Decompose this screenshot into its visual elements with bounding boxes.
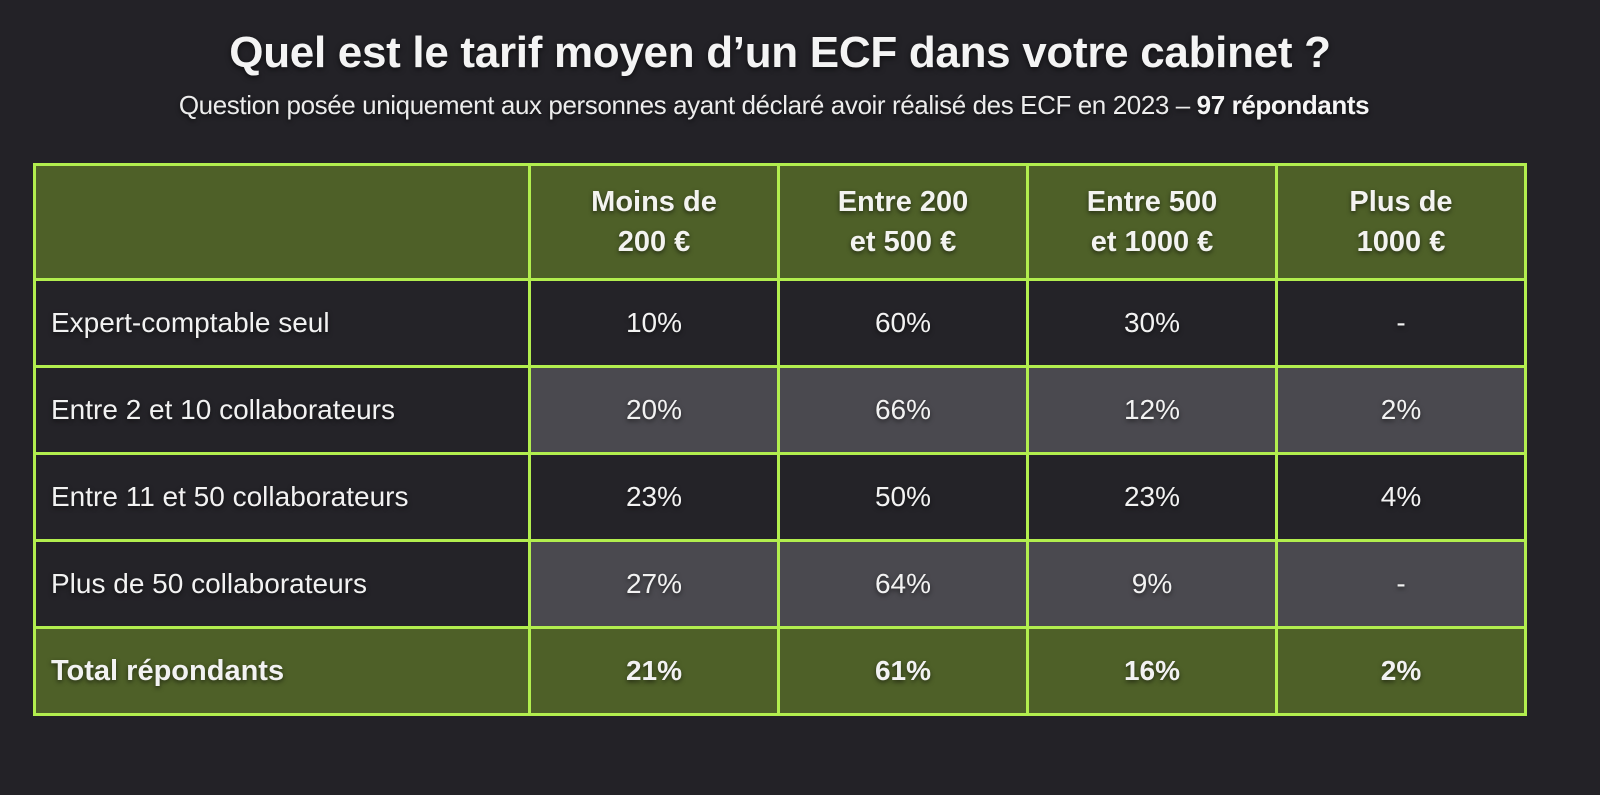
- header-line: Entre 500: [1086, 186, 1218, 218]
- table-cell: 9%: [1026, 539, 1278, 629]
- table-cell: 50%: [777, 452, 1029, 542]
- table-cell: 4%: [1275, 452, 1527, 542]
- table-cell: -: [1275, 278, 1527, 368]
- header-line: 1000 €: [1356, 226, 1446, 258]
- page-subtitle: Question posée uniquement aux personnes …: [0, 90, 1548, 121]
- pricing-table: Moins de 200 € Entre 200 et 500 € Entre 50…: [33, 163, 1527, 716]
- header-line: 200 €: [617, 226, 691, 258]
- table-cell: 23%: [1026, 452, 1278, 542]
- total-row: Total répondants 21% 61% 16% 2%: [33, 626, 1527, 716]
- table-cell: 20%: [528, 365, 780, 455]
- total-cell: 21%: [528, 626, 780, 716]
- page-title: Quel est le tarif moyen d’un ECF dans vo…: [229, 28, 1331, 77]
- row-label: Expert-comptable seul: [33, 278, 531, 368]
- respondent-count: 97 répondants: [1196, 90, 1370, 120]
- header-cell-over-1000: Plus de 1000 €: [1275, 163, 1527, 281]
- table-cell: 10%: [528, 278, 780, 368]
- table-cell: 23%: [528, 452, 780, 542]
- total-cell: 2%: [1275, 626, 1527, 716]
- table-cell: 27%: [528, 539, 780, 629]
- table-row: Plus de 50 collaborateurs 27% 64% 9% -: [33, 539, 1527, 629]
- table-cell: 66%: [777, 365, 1029, 455]
- total-label: Total répondants: [33, 626, 531, 716]
- header-cell-empty: [33, 163, 531, 281]
- header-cell-under-200: Moins de 200 €: [528, 163, 780, 281]
- table-header-row: Moins de 200 € Entre 200 et 500 € Entre 50…: [33, 163, 1527, 281]
- table-cell: -: [1275, 539, 1527, 629]
- subtitle-text: Question posée uniquement aux personnes …: [178, 90, 1197, 120]
- header-line: et 1000 €: [1090, 226, 1214, 258]
- header-line: Plus de: [1349, 186, 1453, 218]
- header-cell-500-1000: Entre 500 et 1000 €: [1026, 163, 1278, 281]
- table-cell: 60%: [777, 278, 1029, 368]
- table-row: Entre 11 et 50 collaborateurs 23% 50% 23…: [33, 452, 1527, 542]
- table-cell: 64%: [777, 539, 1029, 629]
- total-cell: 61%: [777, 626, 1029, 716]
- header-line: et 500 €: [849, 226, 957, 258]
- row-label: Plus de 50 collaborateurs: [33, 539, 531, 629]
- row-label: Entre 2 et 10 collaborateurs: [33, 365, 531, 455]
- table-cell: 30%: [1026, 278, 1278, 368]
- header-cell-200-500: Entre 200 et 500 €: [777, 163, 1029, 281]
- table-row: Entre 2 et 10 collaborateurs 20% 66% 12%…: [33, 365, 1527, 455]
- header-line: Moins de: [591, 186, 717, 218]
- table-cell: 12%: [1026, 365, 1278, 455]
- table-row: Expert-comptable seul 10% 60% 30% -: [33, 278, 1527, 368]
- row-label: Entre 11 et 50 collaborateurs: [33, 452, 531, 542]
- header-line: Entre 200: [837, 186, 969, 218]
- table-cell: 2%: [1275, 365, 1527, 455]
- total-cell: 16%: [1026, 626, 1278, 716]
